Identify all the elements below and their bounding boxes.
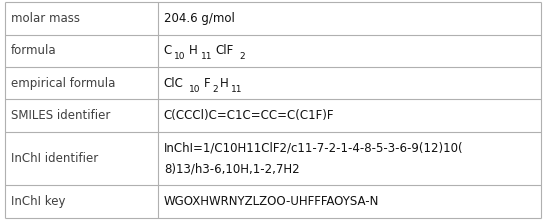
Text: InChI=1/C10H11ClF2/c11-7-2-1-4-8-5-3-6-9(12)10(: InChI=1/C10H11ClF2/c11-7-2-1-4-8-5-3-6-9… [164, 142, 464, 155]
Text: InChI identifier: InChI identifier [11, 152, 98, 165]
Text: C(CCCl)C=C1C=CC=C(C1F)F: C(CCCl)C=C1C=CC=C(C1F)F [164, 109, 334, 122]
Text: InChI key: InChI key [11, 195, 66, 208]
Text: ClC: ClC [164, 77, 183, 90]
Text: WGOXHWRNYZLZOO-UHFFFAOYSA-N: WGOXHWRNYZLZOO-UHFFFAOYSA-N [164, 195, 379, 208]
Text: H: H [220, 77, 229, 90]
Text: ClF: ClF [216, 44, 234, 57]
Text: 8)13/h3-6,10H,1-2,7H2: 8)13/h3-6,10H,1-2,7H2 [164, 163, 299, 176]
Text: C: C [164, 44, 172, 57]
Text: F: F [204, 77, 211, 90]
Text: 11: 11 [232, 85, 243, 94]
Text: 10: 10 [174, 52, 186, 61]
Text: 10: 10 [189, 85, 201, 94]
Text: molar mass: molar mass [11, 12, 80, 25]
Text: 11: 11 [200, 52, 212, 61]
Text: 2: 2 [239, 52, 245, 61]
Text: formula: formula [11, 44, 57, 57]
Text: SMILES identifier: SMILES identifier [11, 109, 110, 122]
Text: empirical formula: empirical formula [11, 77, 115, 90]
Text: H: H [189, 44, 198, 57]
Text: 2: 2 [213, 85, 218, 94]
Text: 204.6 g/mol: 204.6 g/mol [164, 12, 235, 25]
